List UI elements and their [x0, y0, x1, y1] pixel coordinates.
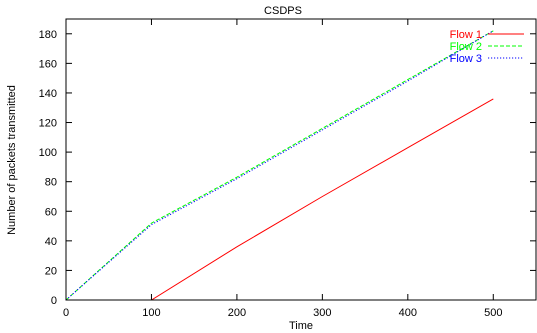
x-tick-label: 300 — [313, 307, 331, 319]
y-tick-label: 100 — [39, 147, 57, 159]
y-tick-label: 40 — [45, 236, 57, 248]
y-tick-label: 120 — [39, 118, 57, 130]
legend-label-flow-2: Flow 2 — [450, 41, 482, 53]
x-tick-label: 200 — [228, 307, 246, 319]
y-tick-label: 180 — [39, 29, 57, 41]
plot-frame — [65, 18, 537, 301]
x-axis-label: Time — [289, 320, 313, 332]
x-tick-label: 500 — [484, 307, 502, 319]
x-tick-label: 400 — [399, 307, 417, 319]
series-line-flow-3 — [65, 30, 494, 301]
chart-title: CSDPS — [264, 5, 302, 17]
y-axis-label: Number of packets transmitted — [6, 85, 18, 235]
y-tick-label: 60 — [45, 206, 57, 218]
series-line-flow-1 — [66, 98, 494, 301]
legend-label-flow-1: Flow 1 — [450, 29, 482, 41]
y-tick-label: 160 — [39, 58, 57, 70]
series-layer — [65, 30, 494, 301]
ticks-layer: 0 100 200 300 400 500 0 20 40 60 80 100 120 140 160 180 — [39, 19, 536, 319]
x-tick-label: 0 — [63, 307, 69, 319]
series-line-flow-2 — [65, 30, 494, 301]
y-tick-label: 20 — [45, 265, 57, 277]
x-tick-label: 100 — [142, 307, 160, 319]
y-tick-label: 0 — [51, 295, 57, 307]
y-tick-label: 80 — [45, 177, 57, 189]
legend-label-flow-3: Flow 3 — [450, 53, 482, 65]
y-tick-label: 140 — [39, 88, 57, 100]
